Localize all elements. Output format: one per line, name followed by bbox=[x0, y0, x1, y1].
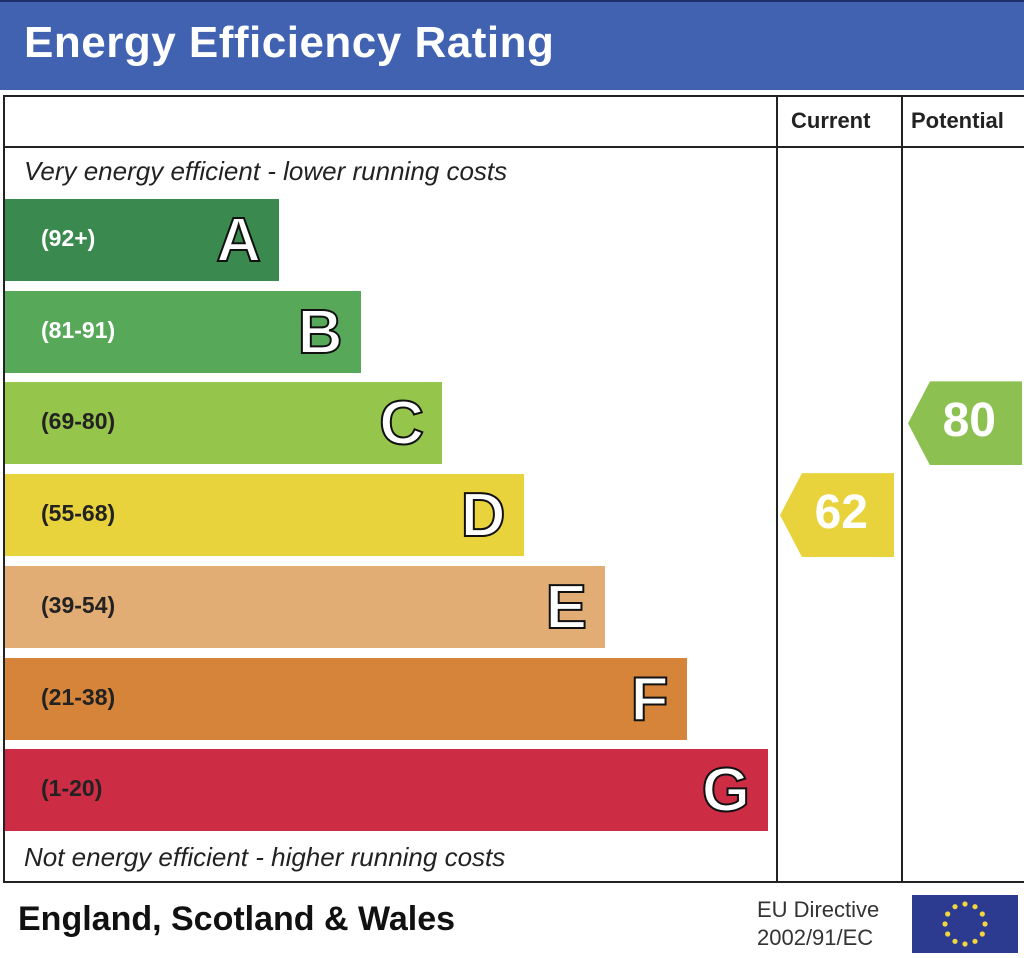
star-icon bbox=[962, 941, 968, 947]
band-range: (21-38) bbox=[41, 683, 116, 710]
band-range: (81-91) bbox=[41, 316, 116, 343]
star-icon bbox=[952, 938, 958, 944]
band-letter: F bbox=[630, 664, 670, 735]
band-c: (69-80) C bbox=[5, 382, 442, 465]
rating-table bbox=[3, 95, 1024, 883]
current-column-header: Current bbox=[791, 108, 871, 133]
eu-directive: EU Directive 2002/91/EC bbox=[757, 896, 879, 952]
title-bar: Energy Efficiency Rating bbox=[0, 0, 1024, 90]
band-letter: G bbox=[701, 755, 751, 826]
band-a: (92+) A bbox=[5, 199, 279, 281]
star-icon bbox=[972, 904, 978, 910]
band-letter: D bbox=[460, 480, 507, 551]
star-icon bbox=[962, 901, 968, 907]
region-label: England, Scotland & Wales bbox=[18, 900, 456, 938]
star-icon bbox=[952, 904, 958, 910]
header-divider bbox=[3, 146, 1024, 148]
band-range: (1-20) bbox=[41, 775, 103, 802]
band-g: (1-20) G bbox=[5, 749, 768, 832]
band-d: (55-68) D bbox=[5, 474, 524, 557]
star-icon bbox=[979, 931, 985, 937]
bottom-note: Not energy efficient - higher running co… bbox=[24, 842, 506, 872]
column-divider bbox=[901, 95, 903, 883]
current-rating-arrow-value: 62 bbox=[814, 486, 868, 540]
top-note: Very energy efficient - lower running co… bbox=[24, 156, 508, 186]
chart-title: Energy Efficiency Rating bbox=[24, 18, 555, 67]
band-f: (21-38) F bbox=[5, 657, 687, 740]
star-icon bbox=[979, 911, 985, 917]
band-b: (81-91) B bbox=[5, 290, 361, 373]
star-icon bbox=[945, 931, 951, 937]
band-letter: C bbox=[378, 388, 425, 459]
potential-column-header: Potential bbox=[911, 108, 1004, 133]
band-letter: A bbox=[215, 205, 262, 276]
eu-flag-icon bbox=[912, 895, 1018, 953]
band-range: (39-54) bbox=[41, 591, 116, 618]
star-icon bbox=[945, 911, 951, 917]
directive-line1: EU Directive bbox=[757, 897, 880, 922]
band-letter: E bbox=[545, 572, 588, 643]
potential-rating-arrow: 80 bbox=[908, 381, 1022, 466]
directive-line2: 2002/91/EC bbox=[757, 925, 874, 950]
column-divider bbox=[776, 95, 778, 883]
band-range: (92+) bbox=[41, 225, 96, 251]
current-rating-arrow: 62 bbox=[780, 473, 894, 558]
band-range: (69-80) bbox=[41, 408, 116, 435]
star-icon bbox=[972, 938, 978, 944]
band-letter: B bbox=[297, 297, 344, 368]
band-range: (55-68) bbox=[41, 500, 116, 527]
potential-rating-arrow-value: 80 bbox=[942, 394, 996, 448]
star-icon bbox=[982, 921, 988, 927]
band-e: (39-54) E bbox=[5, 565, 605, 648]
star-icon bbox=[942, 921, 948, 927]
